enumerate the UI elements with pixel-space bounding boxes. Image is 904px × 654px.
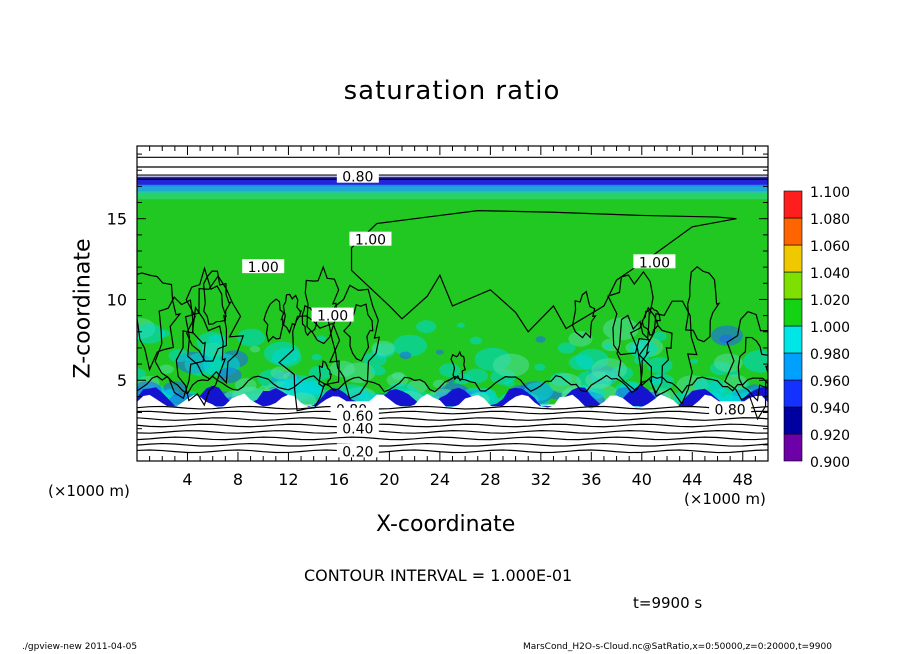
colorbar-label-6: 1.020 (810, 293, 850, 309)
contour-interval-label: CONTOUR INTERVAL = 1.000E-01 (304, 566, 573, 585)
contour-cell-18 (318, 360, 332, 388)
contour-large (350, 210, 737, 333)
contour-low-2 (137, 417, 768, 421)
colorbar-swatch-6 (783, 271, 803, 300)
colorbar-label-7: 1.040 (810, 266, 850, 282)
x-tick-label-11: 48 (733, 470, 753, 489)
contour-low-4 (137, 430, 768, 434)
contour-cell-16 (724, 310, 768, 421)
contour-low-1 (137, 410, 768, 415)
x-tick-label-9: 40 (632, 470, 652, 489)
y-tick-label-0: 5 (117, 371, 127, 390)
x-tick-label-8: 36 (581, 470, 601, 489)
colorbar-label-4: 0.980 (810, 347, 850, 363)
x-tick-label-3: 16 (329, 470, 349, 489)
colorbar-label-8: 1.060 (810, 239, 850, 255)
contour-cell-22 (185, 266, 228, 362)
y-tick-label-2: 15 (107, 210, 127, 229)
colorbar: 0.900 0.920 0.940 0.960 0.980 1.000 1.020 1.040… (783, 185, 850, 471)
colorbar-label-3: 0.960 (810, 374, 850, 390)
chart-title: saturation ratio (343, 76, 561, 106)
y-axis-label: Z-coordinate (70, 238, 96, 379)
x-tick-label-0: 4 (182, 470, 192, 489)
contour-label-1: 1.00 (355, 233, 386, 249)
colorbar-label-1: 0.920 (810, 428, 850, 444)
x-tick-label-1: 8 (233, 470, 243, 489)
contour-low-3 (137, 423, 768, 428)
contour-low-7 (137, 449, 768, 454)
footer-left: ./gpview-new 2011-04-05 (22, 642, 138, 652)
x-tick-label-2: 12 (278, 470, 298, 489)
colorbar-label-10: 1.100 (810, 185, 850, 201)
colorbar-swatch-2 (783, 379, 803, 408)
footer-right: MarsCond_H2O-s-Cloud.nc@SatRatio,x=0:500… (523, 642, 832, 652)
contour-cell-14 (607, 270, 654, 356)
contour-low-5 (137, 436, 768, 441)
contour-label-4: 1.00 (317, 309, 348, 325)
contour-cell-20 (304, 265, 340, 345)
colorbar-swatch-4 (783, 325, 803, 354)
colorbar-label-2: 0.940 (810, 401, 850, 417)
contour-cell-9 (175, 306, 227, 407)
contour-cell-23 (450, 350, 466, 382)
x-tick-label-7: 32 (531, 470, 551, 489)
contour-label-7: 0.40 (342, 422, 373, 438)
colorbar-swatch-8 (783, 217, 803, 246)
contour-cell-21 (327, 284, 381, 400)
y-tick-label-1: 10 (107, 290, 127, 309)
contour-labels: 0.801.001.001.001.000.800.600.400.200.80 (242, 168, 752, 460)
region-top-band-edge (137, 184, 768, 193)
colorbar-swatch-1 (783, 406, 803, 435)
x-tick-label-5: 24 (430, 470, 450, 489)
contour-cell-0 (616, 314, 650, 391)
colorbar-label-5: 1.000 (810, 320, 850, 336)
colorbar-swatch-7 (783, 244, 803, 273)
region-top-band-fade (137, 191, 768, 200)
colorbar-label-9: 1.080 (810, 212, 850, 228)
contour-cell-13 (301, 304, 318, 337)
colorbar-swatch-9 (783, 190, 803, 219)
region-top-band (137, 176, 768, 187)
axis-ticks (137, 146, 769, 461)
time-label: t=9900 s (633, 594, 703, 612)
contour-cell-11 (263, 298, 285, 343)
colorbar-swatch-0 (783, 433, 803, 462)
plot-area (137, 176, 768, 461)
contour-cell-7 (184, 274, 245, 385)
x-tick-label-10: 44 (682, 470, 702, 489)
colorbar-swatch-5 (783, 298, 803, 327)
contour-cell-1 (684, 265, 721, 343)
colorbar-label-0: 0.900 (810, 455, 850, 471)
contour-cell-2 (154, 296, 206, 400)
contour-cell-10 (638, 300, 698, 405)
contour-cell-4 (343, 303, 374, 362)
x-tick-label-4: 20 (379, 470, 399, 489)
x-tick-label-6: 28 (480, 470, 500, 489)
contour-label-8: 0.20 (342, 444, 373, 460)
contour-low-0 (137, 405, 768, 410)
contour-wavy (137, 374, 768, 395)
contour-lines (137, 156, 768, 454)
x-unit-label-left: (×1000 m) (48, 482, 130, 500)
contour-label-2: 1.00 (639, 255, 670, 271)
contour-label-0: 0.80 (342, 170, 373, 186)
contour-low-6 (137, 442, 768, 447)
x-axis-label: X-coordinate (376, 512, 516, 537)
x-unit-label-right: (×1000 m) (684, 490, 766, 508)
contour-label-3: 1.00 (248, 260, 279, 276)
contour-cell-19 (571, 290, 597, 339)
contour-cell-12 (641, 306, 661, 336)
contour-label-9: 0.80 (715, 402, 746, 418)
colorbar-swatch-3 (783, 352, 803, 381)
